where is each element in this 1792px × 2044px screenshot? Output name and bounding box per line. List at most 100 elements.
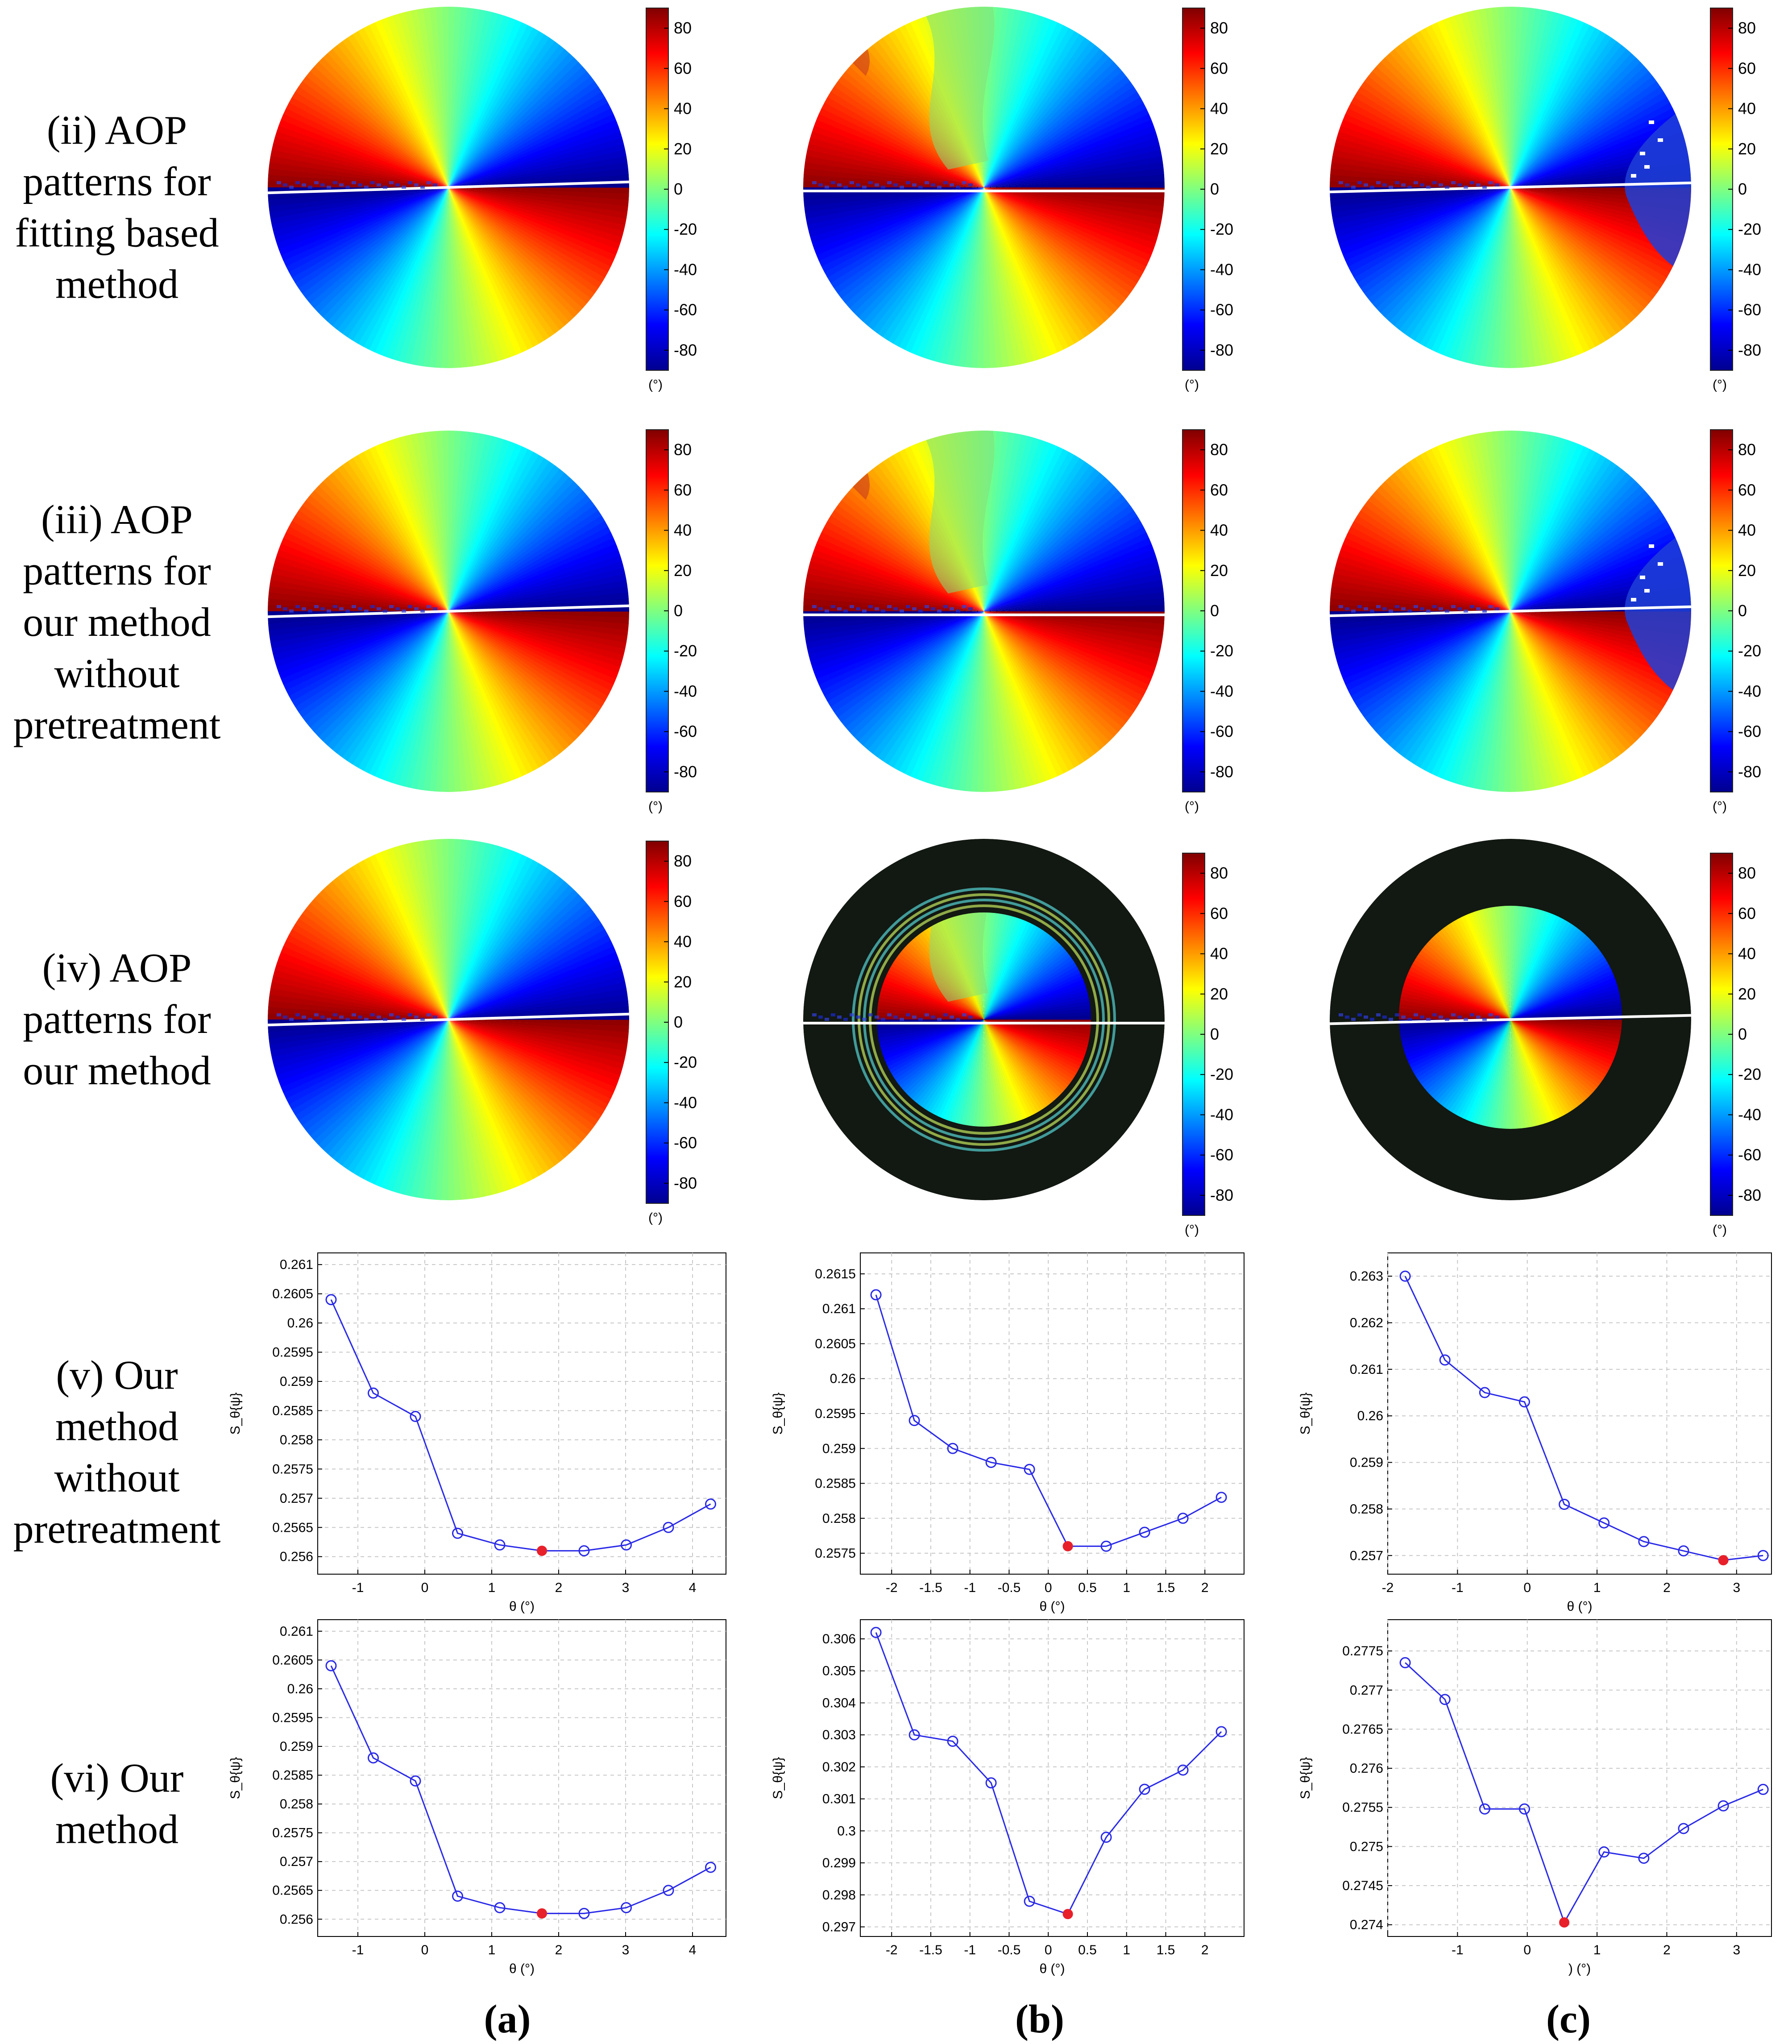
colorbar-tick-label: 20 [674,561,692,580]
y-tick-label: 0.299 [822,1856,856,1870]
colorbar-tick-label: 0 [1210,1025,1219,1043]
row-label-line: without [54,651,180,696]
colorbar-tick-label: 0 [1738,1025,1747,1043]
colorbar-r1-c0: 80 60 40 20 0 -20 -40 -60 -80 (°) [646,429,697,814]
x-tick-label: 2 [1663,1580,1671,1595]
data-point [494,1902,506,1913]
x-tick-label: 2 [555,1943,563,1957]
y-tick-label: 0.256 [280,1550,313,1564]
row-label-line: patterns for [23,159,211,204]
data-point [1399,1657,1411,1668]
artifact-patch [1625,103,1691,277]
y-tick-label: 0.275 [1350,1839,1383,1854]
y-tick-label: 0.259 [280,1739,313,1754]
plot-area [1387,1619,1772,1937]
colorbar-tick-label: 20 [674,973,692,991]
colorbar-tick-label: 20 [1210,140,1228,158]
colorbar-tick-label: 40 [1210,521,1228,539]
chart-vi-c: -1 0 1 2 3 0.274 0.2745 0.275 0.2755 0.276 0.2765 0… [1298,1619,1772,1976]
data-point [985,1777,997,1789]
aop-iv-b [803,839,1165,1200]
x-tick-label: 1 [488,1580,496,1595]
colorbar-tick-label: -60 [1210,301,1233,319]
minimum-point [537,1908,547,1919]
data-point [1100,1540,1112,1552]
column-label-a: (a) [484,1997,531,2041]
series-line [330,1299,711,1552]
data-point [1100,1832,1112,1843]
colorbar-tick-label: 80 [1738,19,1756,37]
y-axis-label: S_θ{ψ} [771,1757,785,1799]
colorbar-r0-c2: 80 60 40 20 0 -20 -40 -60 -80 (°) [1710,8,1761,392]
colorbar-tick-label: -20 [674,1053,697,1071]
colorbar-tick-label: -60 [1738,1146,1761,1164]
x-tick-label: -0.5 [998,1943,1021,1957]
x-axis-label: θ (°) [1567,1599,1593,1614]
colorbar-tick-label: 80 [674,852,692,870]
chart-vi-a: -1 0 1 2 3 4 0.256 0.2565 0.257 0.2575 0.258 0.2585… [228,1619,726,1976]
plot-area [317,1252,726,1575]
x-tick-label: 1.5 [1157,1580,1175,1595]
x-axis-label: θ (°) [1040,1961,1065,1976]
data-point [705,1498,716,1510]
row-label-line: patterns for [23,996,211,1042]
turbulence-streak [921,431,995,593]
row-label-line: our method [23,1048,211,1093]
colorbar-tick-label: -60 [1210,722,1233,741]
x-tick-label: 1 [1593,1943,1601,1957]
aop-iii-a [268,431,629,792]
y-tick-label: 0.298 [822,1888,856,1903]
y-tick-label: 0.256 [280,1912,313,1927]
x-tick-label: 0 [421,1580,429,1595]
colorbar-tick-label: -20 [1738,642,1761,660]
data-point [1638,1536,1650,1547]
x-tick-label: 0.5 [1078,1943,1097,1957]
colorbar-unit: (°) [1713,799,1727,814]
plot-area [860,1619,1244,1937]
colorbar-tick-label: 60 [1738,481,1756,499]
column-label-b: (b) [1015,1997,1064,2041]
chart-v-c: -2 -1 0 1 2 3 0.257 0.258 0.259 0.26 0.261 0.262 0.2… [1298,1252,1772,1614]
series-line [1404,1276,1763,1561]
y-tick-label: 0.2575 [815,1546,856,1561]
y-axis-label: S_θ{ψ} [228,1757,243,1799]
x-tick-label: -1.5 [919,1580,942,1595]
colorbar-tick-label: -20 [1210,220,1233,238]
colorbar-unit: (°) [1713,377,1727,392]
y-tick-label: 0.2595 [272,1345,313,1360]
colorbar-tick-label: 80 [674,19,692,37]
row-label-line: (ii) AOP [47,108,187,153]
data-point [1215,1492,1227,1503]
y-tick-label: 0.2755 [1342,1800,1383,1815]
row-label-line: pretreatment [13,1506,221,1552]
data-point [870,1289,882,1301]
x-axis-label: ) (°) [1568,1961,1591,1976]
colorbar-r2-c0: 80 60 40 20 0 -20 -40 -60 -80 (°) [646,841,697,1225]
row-label-line: our method [23,599,211,645]
reference-line [1330,1014,1691,1025]
colorbar-tick-label: -80 [1210,341,1233,359]
plot-area [860,1252,1244,1575]
aop-wedges [268,7,629,368]
aop-ii-c [1330,7,1691,368]
colorbar-tick-label: -80 [674,763,697,781]
colorbar-unit: (°) [648,1211,663,1225]
colorbar-tick-label: 40 [1738,945,1756,963]
x-tick-label: 2 [555,1580,563,1595]
minimum-point [1062,1541,1073,1551]
aop-wedges [803,431,1165,792]
x-tick-label: -1 [352,1580,364,1595]
ring-artifact [852,887,1116,1152]
y-tick-label: 0.261 [280,1257,313,1272]
colorbar-r0-c0: 80 60 40 20 0 -20 -40 -60 -80 (°) [646,8,697,392]
y-tick-label: 0.258 [280,1433,313,1447]
y-tick-label: 0.2585 [272,1403,313,1418]
row-label-line: pretreatment [13,702,221,747]
x-tick-label: -2 [886,1943,898,1957]
colorbar-unit: (°) [1185,1223,1199,1237]
colorbar-unit: (°) [648,799,663,814]
x-tick-label: 1 [488,1943,496,1957]
y-tick-label: 0.258 [1350,1502,1383,1517]
